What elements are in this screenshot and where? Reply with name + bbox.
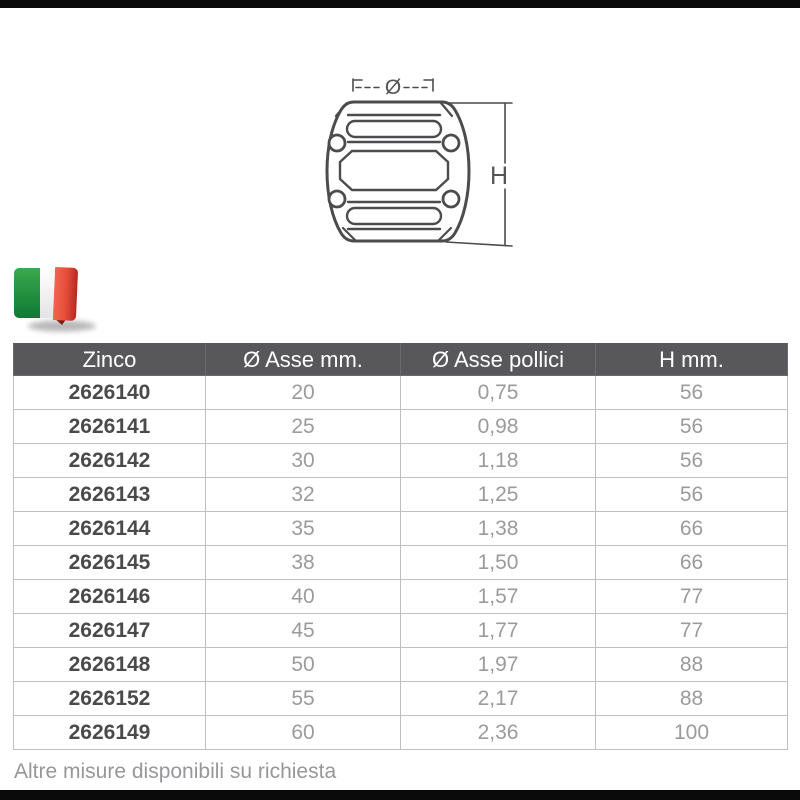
asse-pollici-cell: 0,75 bbox=[400, 375, 596, 410]
part-number-cell: 2626146 bbox=[13, 579, 206, 614]
h-mm-cell: 88 bbox=[595, 681, 788, 716]
asse-mm-cell: 40 bbox=[205, 579, 401, 614]
table-row: 2626141 25 0,98 56 bbox=[13, 409, 788, 444]
diameter-symbol: Ø bbox=[385, 76, 401, 99]
flag-shadow bbox=[28, 320, 96, 332]
table-row: 2626146 40 1,57 77 bbox=[13, 579, 788, 614]
part-number-cell: 2626148 bbox=[13, 647, 206, 682]
h-mm-cell: 77 bbox=[595, 613, 788, 648]
h-mm-cell: 56 bbox=[595, 477, 788, 512]
flag-white-stripe bbox=[40, 268, 54, 318]
part-number-cell: 2626142 bbox=[13, 443, 206, 478]
asse-pollici-cell: 2,17 bbox=[400, 681, 596, 716]
table-row: 2626149 60 2,36 100 bbox=[13, 715, 788, 750]
asse-pollici-cell: 1,57 bbox=[400, 579, 596, 614]
spec-table-body: 2626140 20 0,75 56 2626141 25 0,98 56 2626142 30 1… bbox=[13, 375, 788, 750]
part-number-cell: 2626140 bbox=[13, 375, 206, 410]
center-panel bbox=[338, 149, 450, 192]
top-border-bar bbox=[0, 0, 800, 8]
height-dimension bbox=[445, 102, 513, 247]
part-number-cell: 2626147 bbox=[13, 613, 206, 648]
asse-mm-cell: 50 bbox=[205, 647, 401, 682]
part-number-cell: 2626144 bbox=[13, 511, 206, 546]
header-asse-pollici: Ø Asse pollici bbox=[400, 343, 596, 376]
bolt-holes bbox=[327, 133, 461, 209]
part-number-cell: 2626149 bbox=[13, 715, 206, 750]
header-h-mm: H mm. bbox=[595, 343, 788, 376]
asse-mm-cell: 25 bbox=[205, 409, 401, 444]
asse-pollici-cell: 2,36 bbox=[400, 715, 596, 750]
h-mm-cell: 56 bbox=[595, 443, 788, 478]
header-row: Zinco Ø Asse mm. Ø Asse pollici H mm. bbox=[13, 343, 788, 376]
h-mm-cell: 88 bbox=[595, 647, 788, 682]
asse-pollici-cell: 1,77 bbox=[400, 613, 596, 648]
italy-flag-svg bbox=[14, 267, 96, 332]
table-row: 2626143 32 1,25 56 bbox=[13, 477, 788, 512]
asse-pollici-cell: 1,25 bbox=[400, 477, 596, 512]
part-number-cell: 2626141 bbox=[13, 409, 206, 444]
flag-red-stripe bbox=[52, 267, 78, 321]
footnote: Altre misure disponibili su richiesta bbox=[14, 760, 337, 783]
asse-mm-cell: 35 bbox=[205, 511, 401, 546]
bottom-border-bar bbox=[0, 790, 800, 800]
asse-pollici-cell: 1,50 bbox=[400, 545, 596, 580]
table-row: 2626140 20 0,75 56 bbox=[13, 375, 788, 410]
h-mm-cell: 56 bbox=[595, 375, 788, 410]
flag-green-stripe bbox=[14, 268, 40, 318]
italy-flag-icon bbox=[12, 264, 104, 336]
corner-facets bbox=[334, 101, 454, 242]
table-row: 2626144 35 1,38 66 bbox=[13, 511, 788, 546]
asse-mm-cell: 60 bbox=[205, 715, 401, 750]
asse-mm-cell: 30 bbox=[205, 443, 401, 478]
header-asse-mm: Ø Asse mm. bbox=[205, 343, 401, 376]
technical-drawing: Ø bbox=[298, 58, 522, 258]
asse-mm-cell: 20 bbox=[205, 375, 401, 410]
asse-pollici-cell: 1,97 bbox=[400, 647, 596, 682]
spec-table-head: Zinco Ø Asse mm. Ø Asse pollici H mm. bbox=[13, 343, 788, 376]
h-mm-cell: 66 bbox=[595, 545, 788, 580]
part-number-cell: 2626143 bbox=[13, 477, 206, 512]
h-mm-cell: 100 bbox=[595, 715, 788, 750]
anode-outline bbox=[325, 100, 471, 243]
part-number-cell: 2626152 bbox=[13, 681, 206, 716]
asse-pollici-cell: 1,18 bbox=[400, 443, 596, 478]
asse-mm-cell: 55 bbox=[205, 681, 401, 716]
h-mm-cell: 56 bbox=[595, 409, 788, 444]
asse-mm-cell: 38 bbox=[205, 545, 401, 580]
diameter-dimension bbox=[352, 78, 434, 92]
asse-mm-cell: 32 bbox=[205, 477, 401, 512]
part-number-cell: 2626145 bbox=[13, 545, 206, 580]
anode-drawing-svg: Ø bbox=[325, 76, 513, 247]
height-symbol: H bbox=[490, 162, 508, 190]
table-row: 2626142 30 1,18 56 bbox=[13, 443, 788, 478]
rib-lines bbox=[338, 113, 450, 231]
table-row: 2626147 45 1,77 77 bbox=[13, 613, 788, 648]
table-row: 2626148 50 1,97 88 bbox=[13, 647, 788, 682]
h-mm-cell: 77 bbox=[595, 579, 788, 614]
asse-mm-cell: 45 bbox=[205, 613, 401, 648]
asse-pollici-cell: 0,98 bbox=[400, 409, 596, 444]
header-zinco: Zinco bbox=[13, 343, 206, 376]
table-row: 2626152 55 2,17 88 bbox=[13, 681, 788, 716]
asse-pollici-cell: 1,38 bbox=[400, 511, 596, 546]
table-row: 2626145 38 1,50 66 bbox=[13, 545, 788, 580]
h-mm-cell: 66 bbox=[595, 511, 788, 546]
spec-table: Zinco Ø Asse mm. Ø Asse pollici H mm. 26… bbox=[13, 343, 788, 750]
